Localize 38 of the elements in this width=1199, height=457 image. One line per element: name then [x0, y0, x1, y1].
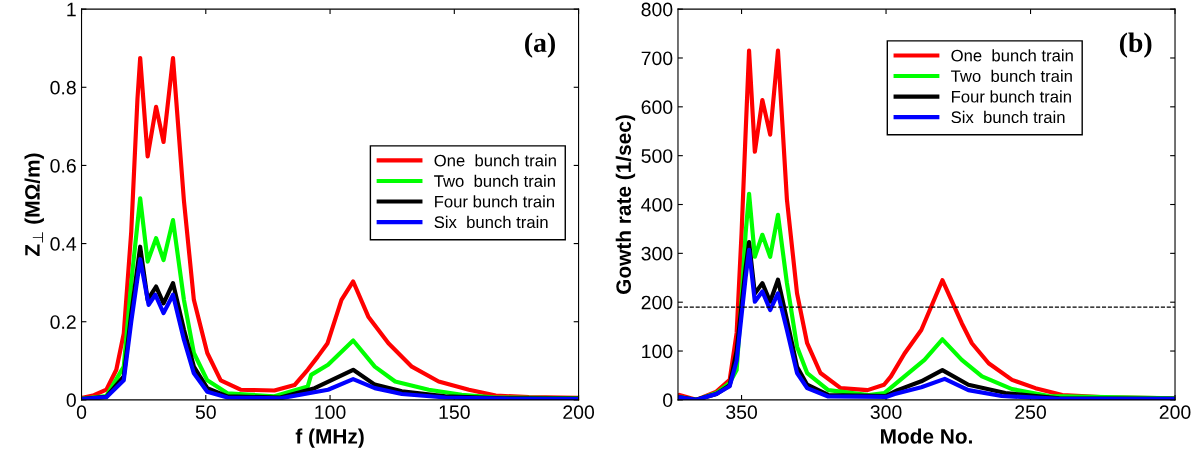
x-tick-label: 100 [315, 405, 346, 420]
y-tick-label: 1 [67, 2, 76, 17]
x-tick-label: 300 [870, 405, 902, 420]
legend-label: Six bunch train [951, 110, 1065, 124]
y-axis-title: Gowth rate (1/sec) [615, 115, 636, 294]
legend-label: One bunch train [434, 154, 556, 167]
annotation: (a) [525, 32, 555, 58]
legend-label: Six bunch train [434, 215, 548, 229]
y-tick-label: 0 [66, 393, 76, 408]
legend-label: Two bunch train [434, 174, 555, 187]
y-tick-label: 300 [641, 246, 673, 261]
y-axis-title: Z$_{⊥}$ (MΩ/m) [24, 153, 44, 257]
y-tick-label: 0 [663, 393, 673, 408]
y-tick-label: 0.8 [50, 80, 76, 95]
y-tick-label: 0.4 [50, 237, 77, 251]
x-tick-label: 250 [1015, 405, 1046, 420]
y-tick-label: 600 [641, 100, 673, 115]
y-tick-label: 700 [641, 51, 673, 66]
legend-label: Two bunch train [951, 69, 1072, 83]
y-tick-label: 500 [641, 149, 673, 163]
x-tick-label: 200 [563, 405, 595, 420]
y-tick-label: 200 [641, 295, 673, 310]
y-tick-label: 100 [642, 344, 673, 359]
x-axis-title: f (MHz) [295, 428, 364, 448]
y-tick-label: 400 [641, 197, 673, 212]
x-tick-label: 350 [726, 405, 758, 420]
legend-label: Four bunch train [952, 90, 1071, 103]
x-axis-title: Mode No. [881, 428, 972, 444]
legend-label: One bunch train [951, 49, 1073, 62]
legend-label: Four bunch train [435, 195, 554, 208]
x-tick-label: 50 [195, 405, 216, 420]
annotation: (b) [1119, 32, 1152, 58]
y-tick-label: 800 [641, 2, 673, 17]
x-tick-label: 0 [76, 405, 87, 420]
x-tick-label: 150 [439, 405, 470, 420]
y-tick-label: 0.2 [50, 315, 76, 329]
y-tick-label: 0.6 [50, 158, 76, 173]
x-tick-label: 200 [1159, 405, 1191, 420]
